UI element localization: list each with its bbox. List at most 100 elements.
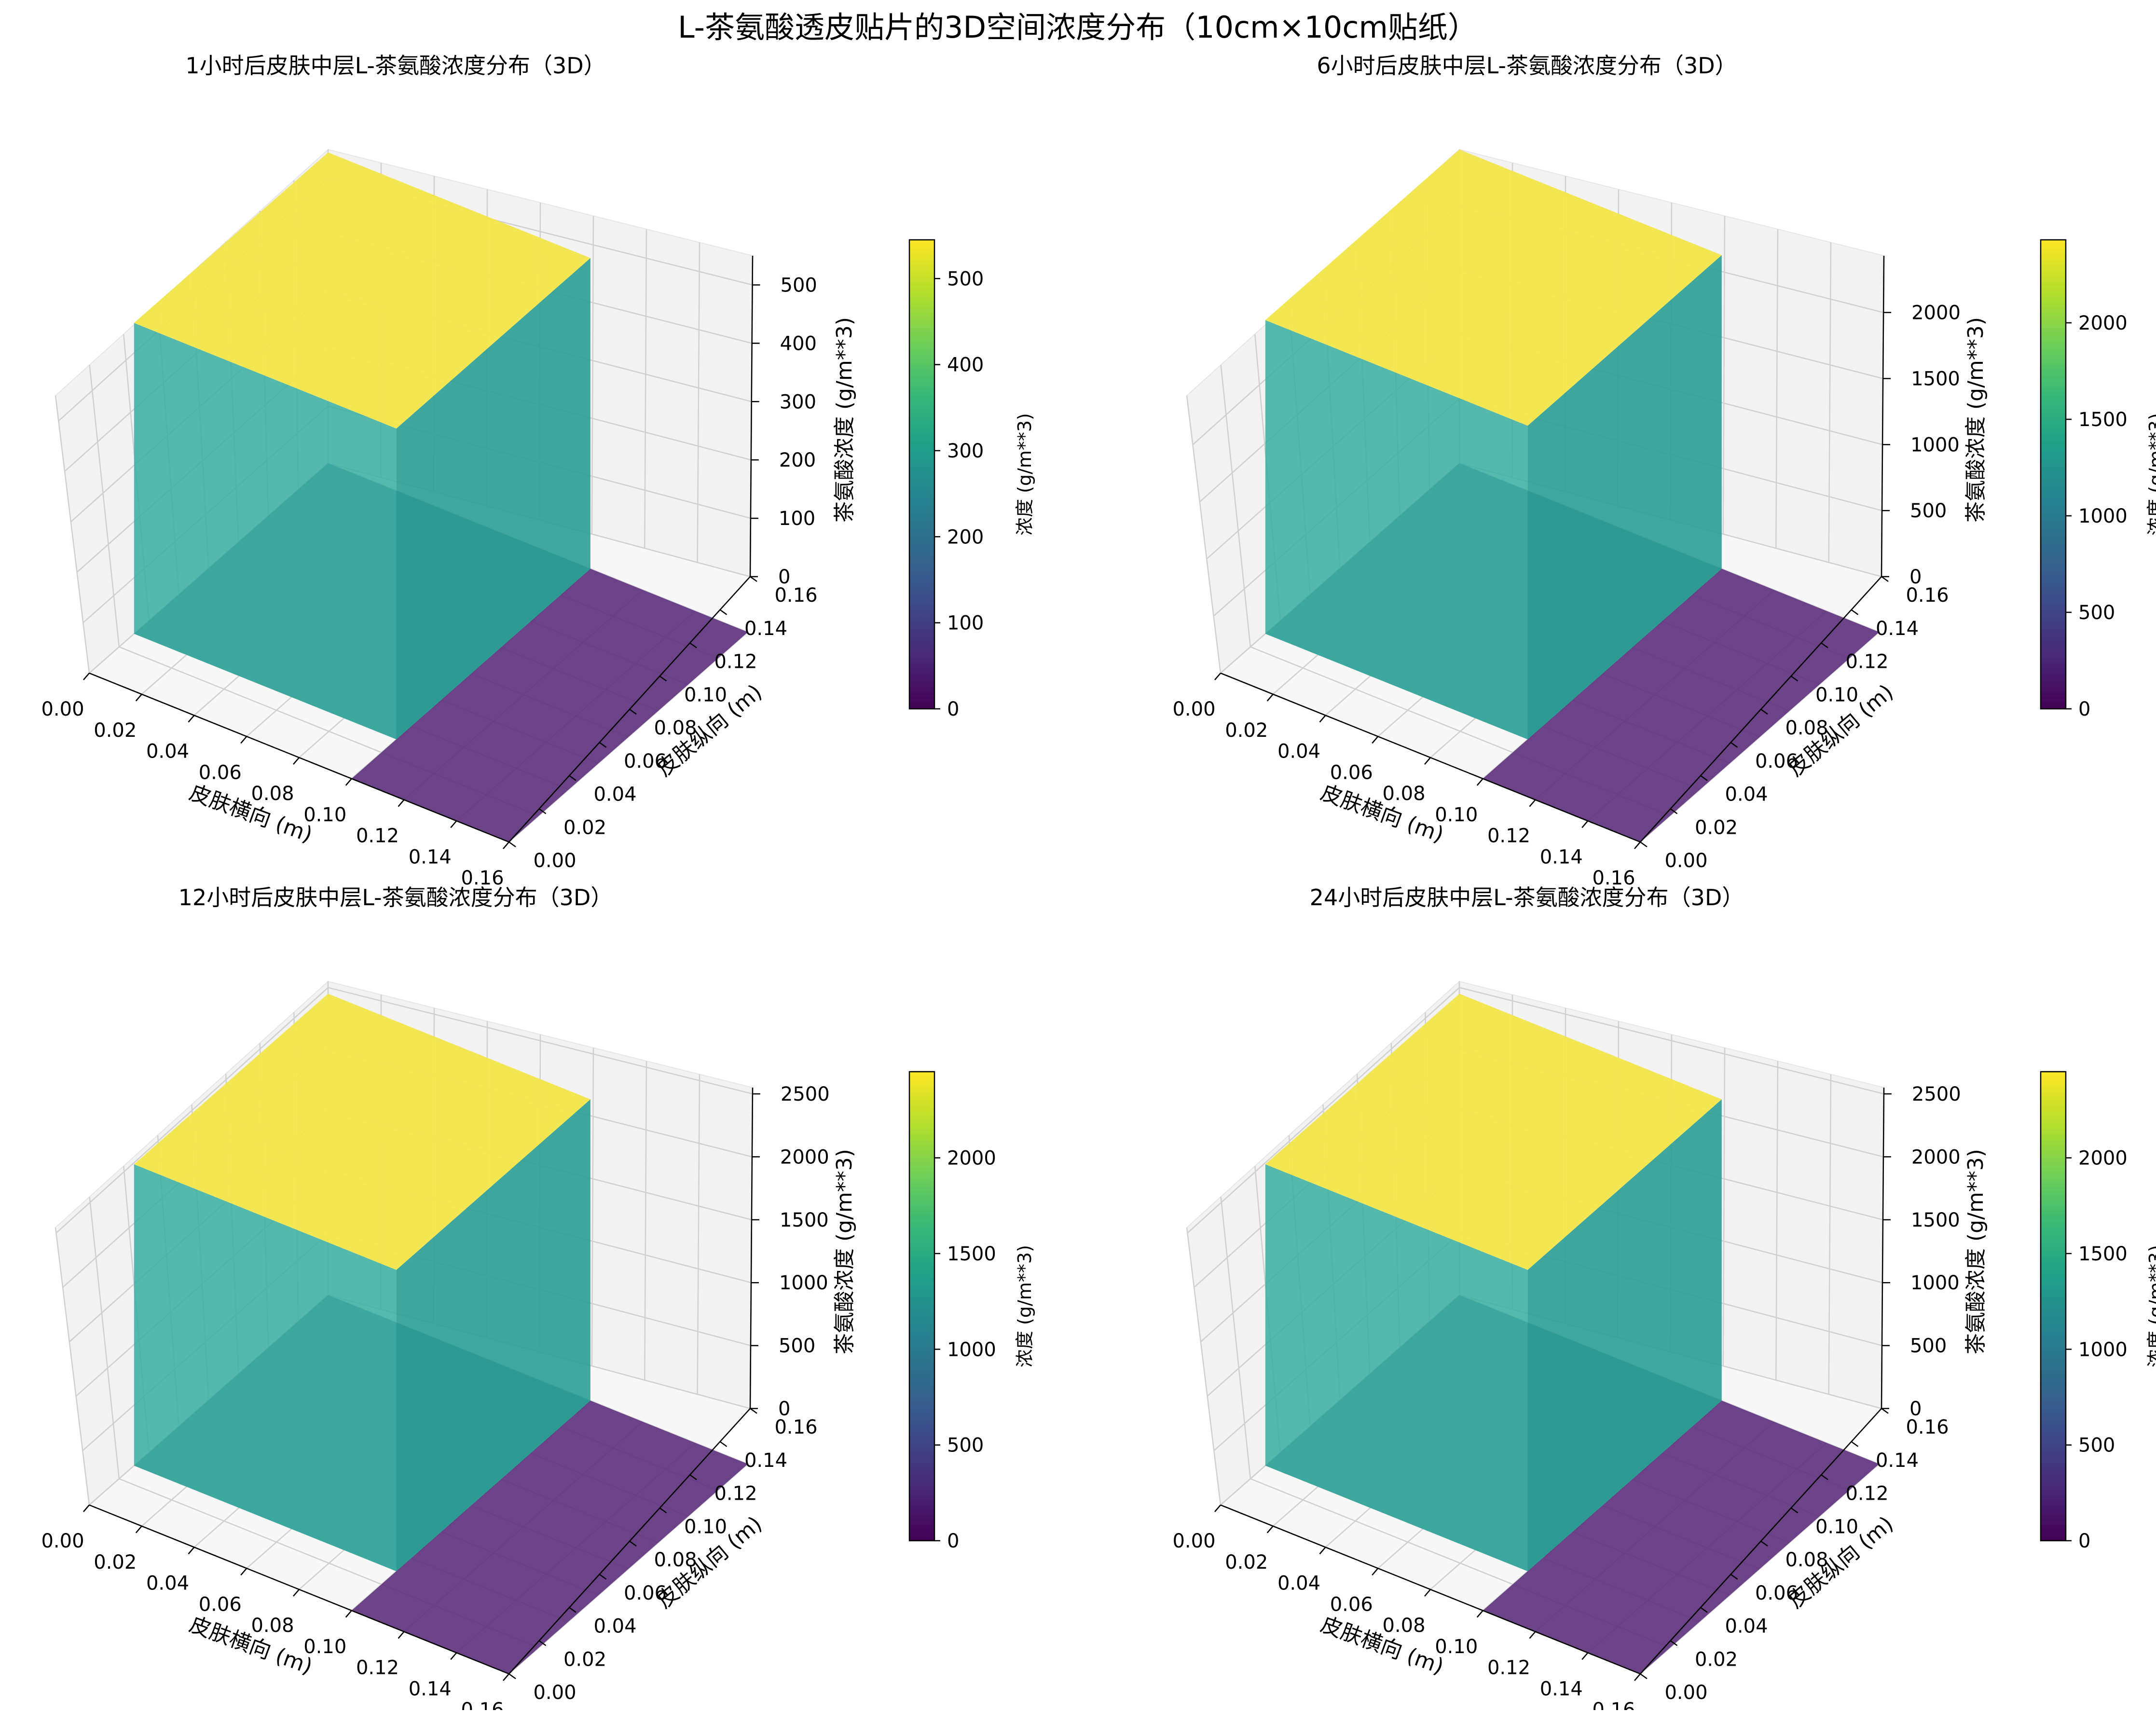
grid-wall-x <box>1722 1048 1726 1366</box>
x-tick-label: 0.10 <box>1435 1636 1478 1658</box>
y-tick-mark <box>750 1408 757 1414</box>
x-tick-mark <box>1476 778 1483 786</box>
y-tick-label: 0.08 <box>1785 1549 1828 1571</box>
grid-wall-y <box>89 1197 120 1479</box>
grid-z <box>55 987 753 1234</box>
z-tick-label: 500 <box>779 1335 815 1357</box>
colorbar-label: 浓度 (g/m**3) <box>2145 413 2156 536</box>
grid-wall-y <box>55 1227 90 1505</box>
surface-front-wall <box>134 1164 397 1572</box>
z-tick-label: 1000 <box>779 1272 828 1294</box>
surface-side-wall <box>396 258 590 740</box>
surface-high-face <box>1265 150 1722 426</box>
grid-wall-x <box>644 229 647 549</box>
grid-wall-y <box>55 395 90 674</box>
x-tick-mark <box>450 820 457 828</box>
colorbar-tick-label: 100 <box>947 612 984 635</box>
y-tick-mark <box>1881 576 1889 582</box>
surface-front-wall <box>134 323 397 740</box>
colorbar-gradient <box>2040 1071 2067 1542</box>
grid-wall-y <box>1220 365 1251 647</box>
grid-wall-x <box>697 242 700 563</box>
z-tick-label: 2000 <box>780 1146 829 1168</box>
x-ticks: 0.00 0.02 0.04 0.06 0.08 0.10 0.12 0.14 0.16 <box>41 673 509 889</box>
y-tick-mark <box>1700 1607 1708 1613</box>
x-tick-label: 0.00 <box>1172 1530 1215 1552</box>
z-tick-label: 1500 <box>1911 1209 1960 1231</box>
y-tick-mark <box>689 642 697 649</box>
y-tick-mark <box>1760 708 1768 715</box>
y-ticks: 0.00 0.02 0.04 0.06 0.08 0.10 0.12 0.14 0.16 <box>1640 576 1949 872</box>
z-axis-label: 茶氨酸浓度 (g/m**3) <box>1964 317 1988 523</box>
grid-wall-y <box>89 365 120 647</box>
y-tick-label: 0.12 <box>714 1483 757 1505</box>
x-tick-label: 0.14 <box>1540 846 1583 868</box>
colorbar-tick-label: 500 <box>947 1435 984 1457</box>
z-tick-label: 0 <box>778 566 790 588</box>
x-tick-label: 0.16 <box>461 867 504 889</box>
grid-wall-x <box>591 216 594 534</box>
y-tick-label: 0.12 <box>714 651 757 673</box>
x-tick-label: 0.02 <box>1225 1551 1268 1574</box>
y-tick-mark <box>1790 676 1799 682</box>
x-tick-mark <box>1529 1631 1536 1639</box>
y-tick-label: 0.00 <box>533 1682 576 1704</box>
y-tick-label: 0.04 <box>1725 784 1768 806</box>
z-axis-line <box>749 1087 754 1409</box>
y-tick-label: 0.02 <box>563 1648 606 1671</box>
y-tick-mark <box>1670 808 1678 815</box>
colorbar-tick-label: 1000 <box>947 1339 996 1361</box>
x-tick-mark <box>240 736 247 744</box>
surface-low-face <box>351 1400 748 1674</box>
colorbar-tick-label: 200 <box>947 526 984 548</box>
surface-high-face <box>1265 994 1722 1270</box>
x-tick-label: 0.14 <box>409 846 452 868</box>
z-tick-label: 0 <box>778 1398 790 1420</box>
x-tick-label: 0.02 <box>94 1551 137 1574</box>
y-tick-mark <box>569 1607 577 1613</box>
x-tick-mark <box>83 673 90 680</box>
grid-wall-x <box>1828 242 1832 563</box>
x-tick-label: 0.16 <box>1592 1699 1635 1710</box>
colorbar-label: 浓度 (g/m**3) <box>1014 413 1035 536</box>
y-tick-label: 0.10 <box>1815 1516 1858 1538</box>
surface-front-wall <box>1265 1164 1528 1572</box>
y-tick-mark <box>1670 1640 1678 1646</box>
x-tick-label: 0.16 <box>1592 867 1635 889</box>
x-tick-mark <box>1372 736 1379 744</box>
z-axis-label: 茶氨酸浓度 (g/m**3) <box>832 317 857 523</box>
x-tick-label: 0.06 <box>199 1593 242 1615</box>
y-tick-label: 0.04 <box>1725 1615 1768 1638</box>
y-tick-mark <box>1640 841 1648 848</box>
y-tick-label: 0.16 <box>1906 1416 1949 1438</box>
y-ticks: 0.00 0.02 0.04 0.06 0.08 0.10 0.12 0.14 0.16 <box>508 1408 818 1704</box>
y-tick-label: 0.04 <box>593 784 636 806</box>
surface-side-wall <box>1527 1099 1722 1572</box>
z-tick-label: 400 <box>780 332 817 355</box>
x-tick-mark <box>293 757 300 765</box>
grid-wall-x <box>1722 216 1726 534</box>
subplot-3: 0.000.020.040.060.080.100.120.140.160.00… <box>41 884 1035 1712</box>
x-tick-label: 0.12 <box>1487 1657 1530 1679</box>
x-tick-mark <box>1634 842 1641 849</box>
y-tick-mark <box>659 676 667 682</box>
colorbar-tick-label: 500 <box>947 268 984 290</box>
x-tick-mark <box>1319 715 1326 723</box>
y-tick-label: 0.02 <box>1695 1648 1738 1671</box>
x-tick-label: 0.00 <box>41 698 84 720</box>
y-tick-mark <box>659 1507 667 1514</box>
colorbar-tick-label: 300 <box>947 440 984 462</box>
x-tick-mark <box>1581 1652 1589 1660</box>
z-tick-label: 1000 <box>1910 1272 1960 1294</box>
y-tick-mark <box>508 1673 516 1680</box>
y-tick-mark <box>599 1574 607 1580</box>
y-tick-label: 0.06 <box>624 750 667 773</box>
y-tick-mark <box>1821 1474 1828 1480</box>
y-tick-label: 0.14 <box>744 618 787 640</box>
y-tick-mark <box>1730 742 1738 748</box>
z-ticks: 0 100 200 300 400 500 <box>750 274 817 588</box>
z-tick-label: 0 <box>1909 1398 1922 1420</box>
x-tick-label: 0.02 <box>1225 719 1268 742</box>
colorbar-tick-label: 1000 <box>2078 1339 2128 1361</box>
z-tick-label: 2500 <box>1912 1083 1961 1105</box>
